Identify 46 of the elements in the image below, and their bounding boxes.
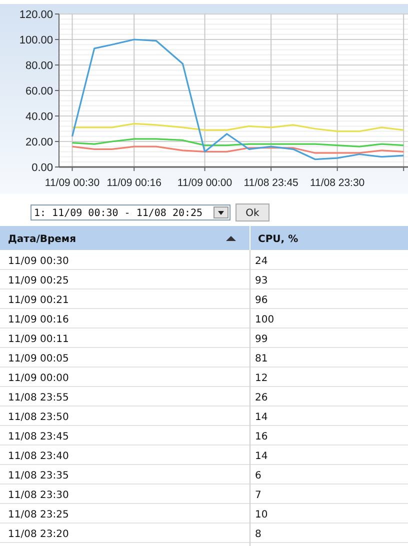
x-tick-label: 11/09 00:00 bbox=[177, 177, 232, 189]
category-label: 11/09 00:16 bbox=[8, 314, 69, 326]
category-label: 11/08 23:35 bbox=[8, 470, 69, 482]
y-tick-label: 40.00 bbox=[25, 110, 53, 123]
text: Дата/Время bbox=[8, 234, 76, 245]
y-tick-label: 120.00 bbox=[19, 8, 53, 21]
category-label: 11/08 23:50 bbox=[8, 412, 69, 423]
category-label: 11/08 23:45 bbox=[8, 432, 69, 442]
x-tick-label: 11/09 00:30 bbox=[44, 177, 100, 189]
category-label: 11/09 00:05 bbox=[8, 354, 69, 364]
data-label: 81 bbox=[255, 354, 268, 364]
category-label: 11/09 00:30 bbox=[8, 256, 69, 267]
data-label: 6 bbox=[255, 470, 262, 482]
y-tick-label: 60.00 bbox=[25, 85, 53, 98]
y-tick-label: 100.00 bbox=[19, 34, 53, 46]
y-tick-label: 20.00 bbox=[25, 136, 53, 148]
data-label: 10 bbox=[255, 510, 268, 520]
data-label: 24 bbox=[255, 256, 268, 267]
text: CPU, % bbox=[258, 234, 298, 245]
category-label: 11/09 00:21 bbox=[8, 295, 69, 306]
data-label: 26 bbox=[255, 392, 268, 404]
data-label: 8 bbox=[255, 529, 262, 540]
category-label: 11/09 00:25 bbox=[8, 276, 69, 286]
data-label: 96 bbox=[255, 295, 268, 306]
category-label: 11/08 23:40 bbox=[8, 451, 69, 462]
data-label: 16 bbox=[255, 432, 268, 442]
category-label: 11/08 23:20 bbox=[8, 529, 69, 540]
ok-button: Ok bbox=[236, 204, 270, 222]
y-tick-label: 80.00 bbox=[25, 60, 53, 72]
data-label: 100 bbox=[255, 314, 274, 326]
date-range-dropdown: 1: 11/09 00:30 - 11/08 20:25 bbox=[30, 204, 230, 220]
data-label: 99 bbox=[255, 334, 268, 345]
data-label: 14 bbox=[255, 451, 268, 462]
category-label: 11/08 23:55 bbox=[8, 392, 69, 404]
x-tick-label: 11/09 00:16 bbox=[106, 177, 162, 189]
category-label: 11/08 23:25 bbox=[8, 510, 69, 520]
x-tick-label: 11/08 23:45 bbox=[244, 177, 299, 189]
category-label: 11/09 00:00 bbox=[8, 373, 69, 384]
y-tick-label: 0.00 bbox=[32, 162, 53, 174]
data-label: 93 bbox=[255, 276, 268, 286]
category-label: 11/09 00:11 bbox=[8, 334, 69, 345]
x-tick-label: 11/08 23:30 bbox=[310, 177, 365, 189]
data-label: 14 bbox=[255, 412, 268, 423]
category-label: 11/08 23:30 bbox=[8, 490, 69, 501]
data-label: 7 bbox=[255, 490, 262, 501]
data-label: 12 bbox=[255, 373, 268, 384]
